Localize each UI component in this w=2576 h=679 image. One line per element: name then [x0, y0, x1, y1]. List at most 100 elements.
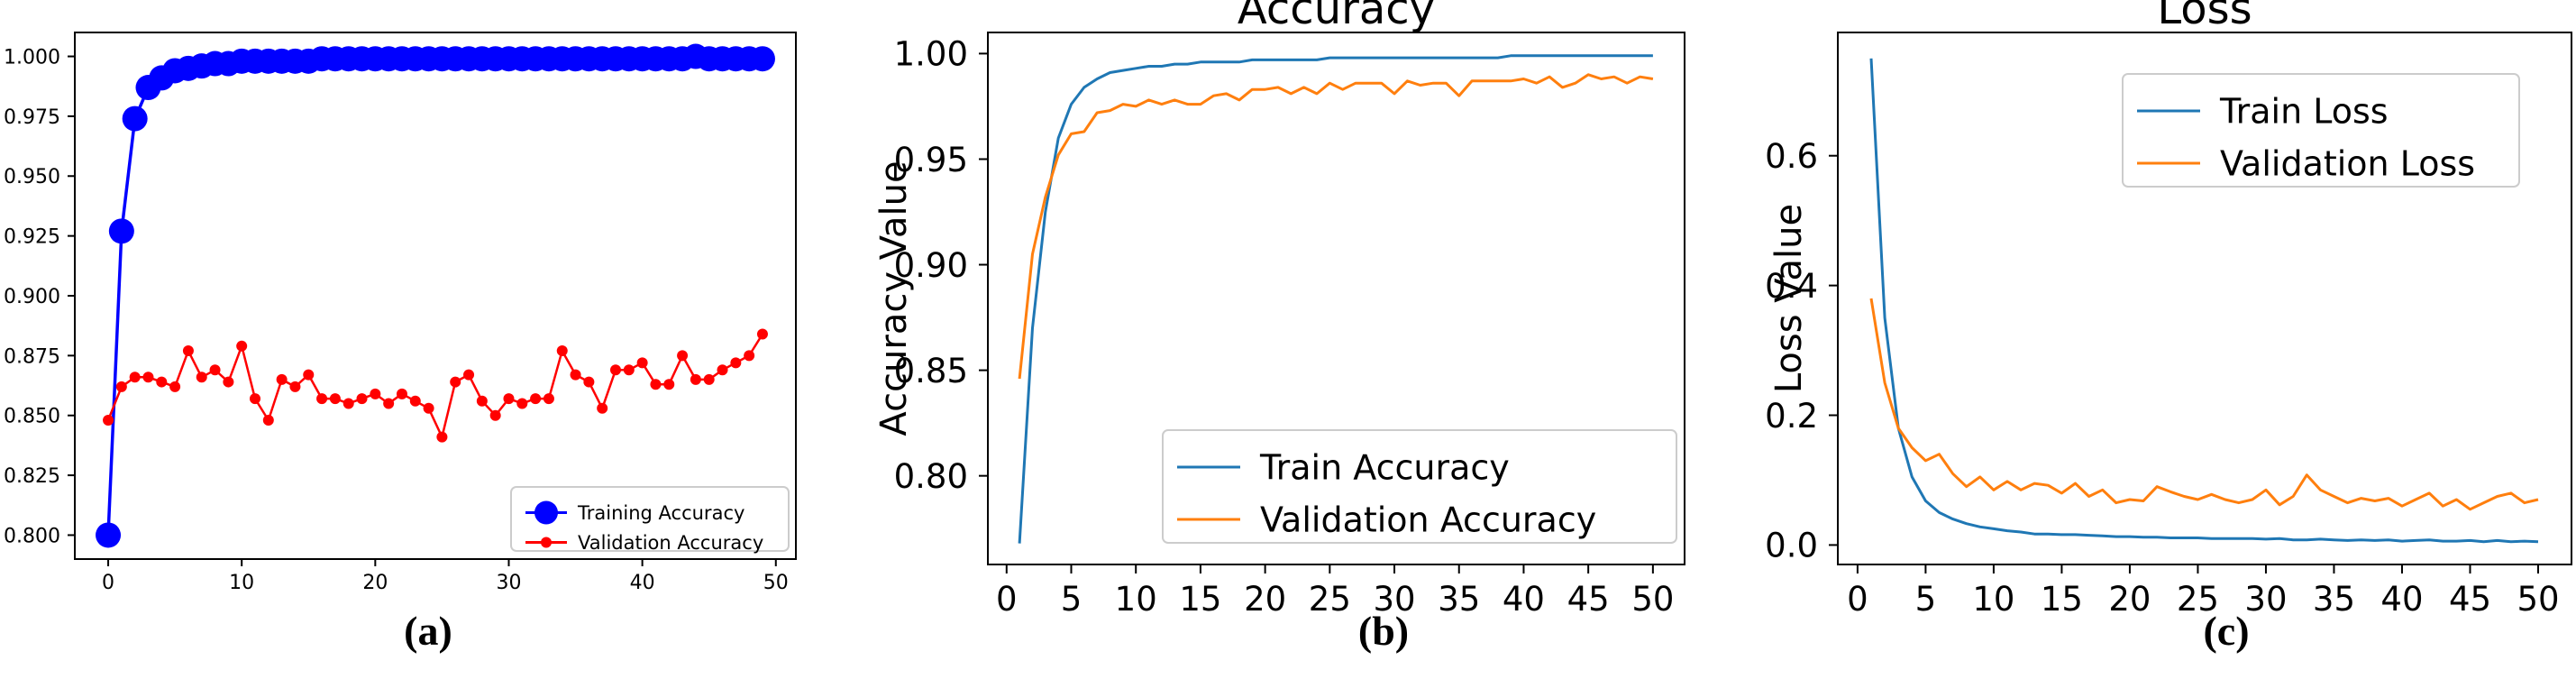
legend-box [2122, 73, 2520, 188]
data-point [262, 415, 274, 427]
data-point [409, 395, 421, 407]
data-point [236, 340, 248, 352]
x-tick-label: 40 [2380, 580, 2423, 619]
data-point [303, 369, 315, 381]
x-tick-label: 30 [2244, 580, 2287, 619]
data-point [289, 381, 301, 392]
series-line [1018, 54, 1653, 544]
x-tick-label: 0 [102, 572, 114, 594]
panel-caption: (a) [404, 608, 452, 654]
data-point [276, 373, 288, 385]
x-tick-label: 5 [1915, 580, 1937, 619]
x-tick-label: 0 [1847, 580, 1868, 619]
data-point [717, 364, 728, 376]
plot-frame [1837, 32, 2572, 565]
y-tick-label: 0.850 [4, 406, 60, 428]
data-point [543, 393, 554, 405]
data-point [370, 388, 381, 399]
data-point [169, 381, 181, 392]
data-point [663, 379, 675, 390]
x-tick-label: 45 [1567, 580, 1610, 619]
x-tick-label: 15 [1179, 580, 1221, 619]
x-tick-label: 5 [1061, 580, 1082, 619]
y-tick-label: 0.6 [1765, 137, 1818, 176]
x-tick-label: 50 [2517, 580, 2559, 619]
legend: Training Accuracy Validation Accuracy [510, 486, 790, 554]
plot-frame [987, 32, 1685, 565]
data-point [556, 345, 568, 357]
legend-label: Validation Accuracy [1260, 500, 1596, 540]
chart-title: Loss [2157, 0, 2252, 34]
data-point [690, 373, 701, 385]
data-point [583, 376, 595, 388]
data-point [343, 398, 354, 409]
data-point [450, 376, 461, 388]
data-point [129, 372, 141, 383]
legend-label: Validation Loss [2220, 144, 2475, 184]
legend: Train Loss Validation Loss [2122, 73, 2520, 188]
y-tick-label: 1.000 [4, 46, 60, 69]
series-validation-loss [1869, 298, 2539, 511]
legend-label: Training Accuracy [577, 502, 744, 524]
legend-label: Validation Accuracy [578, 532, 763, 554]
x-tick-label: 30 [496, 572, 521, 594]
data-point [423, 402, 434, 414]
series-training-accuracy [96, 43, 775, 548]
data-point [503, 393, 515, 405]
x-tick-label: 40 [1503, 580, 1545, 619]
series-line [1869, 298, 2539, 511]
y-tick-label: 0.925 [4, 226, 60, 249]
x-tick-label: 35 [2313, 580, 2355, 619]
data-point [209, 364, 221, 376]
series-validation-accuracy [1018, 73, 1654, 380]
x-tick-label: 45 [2449, 580, 2491, 619]
series-line [1869, 58, 2539, 544]
data-point [316, 393, 328, 405]
x-tick-label: 15 [2041, 580, 2083, 619]
panel-caption: (c) [2203, 608, 2249, 654]
y-tick-label: 0.2 [1765, 397, 1818, 436]
legend-box [510, 486, 790, 552]
data-point [703, 373, 715, 385]
data-point [436, 431, 448, 443]
chart-panel-0: 0 10 20 30 40 50 0.800 0.825 0.850 0.875 0.900 0.92… [4, 32, 797, 654]
y-tick-label: 0.90 [894, 246, 968, 285]
x-tick-label: 20 [2108, 580, 2151, 619]
legend-box [1162, 429, 1677, 544]
data-point [636, 357, 648, 369]
data-point [749, 46, 775, 72]
y-tick-label: 0.800 [4, 525, 60, 547]
data-point [383, 398, 395, 409]
y-tick-label: 0.900 [4, 286, 60, 308]
data-point [677, 350, 689, 362]
y-tick-label: 0.825 [4, 465, 60, 488]
series-line [1018, 73, 1654, 380]
legend: Train Accuracy Validation Accuracy [1162, 429, 1677, 544]
x-tick-label: 20 [1244, 580, 1286, 619]
y-tick-label: 0.950 [4, 166, 60, 188]
plot-frame [74, 32, 797, 560]
legend-label: Train Loss [2219, 92, 2389, 132]
data-point [108, 218, 134, 244]
series-train-loss [1869, 58, 2539, 544]
x-tick-label: 10 [229, 572, 254, 594]
y-tick-label: 0.875 [4, 345, 60, 368]
x-tick-label: 35 [1438, 580, 1480, 619]
x-tick-label: 10 [1972, 580, 2014, 619]
chart-title: Accuracy [1238, 0, 1435, 34]
data-point [730, 357, 742, 369]
data-point [223, 376, 234, 388]
series-validation-accuracy [103, 328, 768, 443]
y-tick-label: 0.4 [1765, 267, 1818, 306]
data-point [182, 345, 194, 357]
data-point [122, 106, 148, 132]
y-tick-label: 1.00 [894, 35, 968, 74]
data-point [142, 372, 154, 383]
data-point [103, 415, 114, 427]
x-tick-label: 25 [1309, 580, 1351, 619]
y-tick-label: 0.80 [894, 457, 968, 496]
x-tick-label: 30 [1373, 580, 1415, 619]
data-point [597, 402, 608, 414]
x-tick-label: 10 [1115, 580, 1157, 619]
